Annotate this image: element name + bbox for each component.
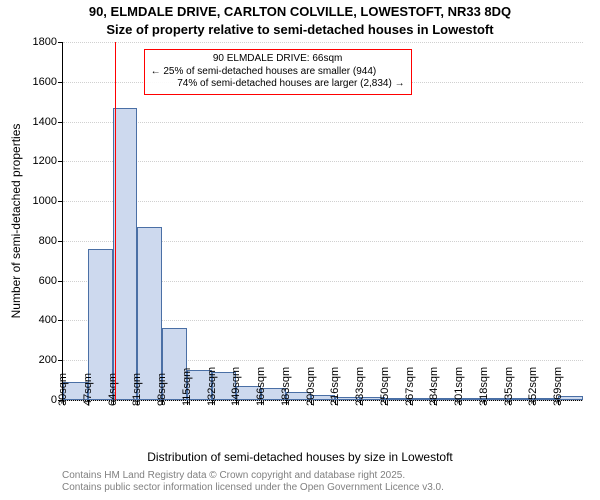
footer-line2: Contains public sector information licen… (62, 482, 600, 494)
y-tick-label: 1800 (33, 36, 63, 48)
y-tick-label: 1000 (33, 195, 63, 207)
x-tick-label: 200sqm (305, 367, 317, 406)
subject-marker-line (115, 42, 116, 400)
annotation-line3: 74% of semi-detached houses are larger (… (151, 78, 405, 91)
y-tick-label: 600 (39, 275, 63, 287)
x-tick-label: 183sqm (280, 367, 292, 406)
x-tick-label: 250sqm (379, 367, 391, 406)
x-tick-label: 132sqm (206, 367, 218, 406)
plot-area: 02004006008001000120014001600180030sqm47… (62, 42, 583, 401)
gridline (63, 42, 583, 43)
histogram-chart: 90, ELMDALE DRIVE, CARLTON COLVILLE, LOW… (0, 0, 600, 500)
x-tick-label: 216sqm (329, 367, 341, 406)
gridline (63, 201, 583, 202)
y-tick-label: 1400 (33, 116, 63, 128)
x-tick-label: 149sqm (230, 367, 242, 406)
footer-line1: Contains HM Land Registry data © Crown c… (62, 470, 600, 482)
x-tick-label: 284sqm (428, 367, 440, 406)
x-tick-label: 166sqm (255, 367, 267, 406)
y-tick-label: 1200 (33, 155, 63, 167)
y-tick-label: 800 (39, 235, 63, 247)
x-tick-label: 98sqm (156, 373, 168, 406)
y-axis-label: Number of semi-detached properties (9, 124, 23, 319)
gridline (63, 122, 583, 123)
y-tick-label: 400 (39, 314, 63, 326)
annotation-line1: 90 ELMDALE DRIVE: 66sqm (151, 53, 405, 66)
footer-credits: Contains HM Land Registry data © Crown c… (0, 470, 600, 494)
x-axis-label: Distribution of semi-detached houses by … (0, 450, 600, 464)
x-tick-label: 301sqm (453, 367, 465, 406)
x-tick-label: 30sqm (57, 373, 69, 406)
annotation-line2: ← 25% of semi-detached houses are smalle… (151, 66, 405, 79)
x-tick-label: 335sqm (503, 367, 515, 406)
y-tick-label: 1600 (33, 76, 63, 88)
chart-title-line2: Size of property relative to semi-detach… (0, 22, 600, 37)
x-tick-label: 352sqm (527, 367, 539, 406)
x-tick-label: 369sqm (552, 367, 564, 406)
chart-title-line1: 90, ELMDALE DRIVE, CARLTON COLVILLE, LOW… (0, 4, 600, 19)
x-tick-label: 81sqm (131, 373, 143, 406)
gridline (63, 161, 583, 162)
x-tick-label: 64sqm (107, 373, 119, 406)
x-tick-label: 267sqm (404, 367, 416, 406)
y-tick-label: 200 (39, 354, 63, 366)
x-tick-label: 233sqm (354, 367, 366, 406)
x-tick-label: 115sqm (181, 368, 193, 406)
annotation-box: 90 ELMDALE DRIVE: 66sqm← 25% of semi-det… (144, 49, 412, 95)
x-tick-label: 47sqm (82, 373, 94, 406)
x-tick-label: 318sqm (478, 367, 490, 406)
